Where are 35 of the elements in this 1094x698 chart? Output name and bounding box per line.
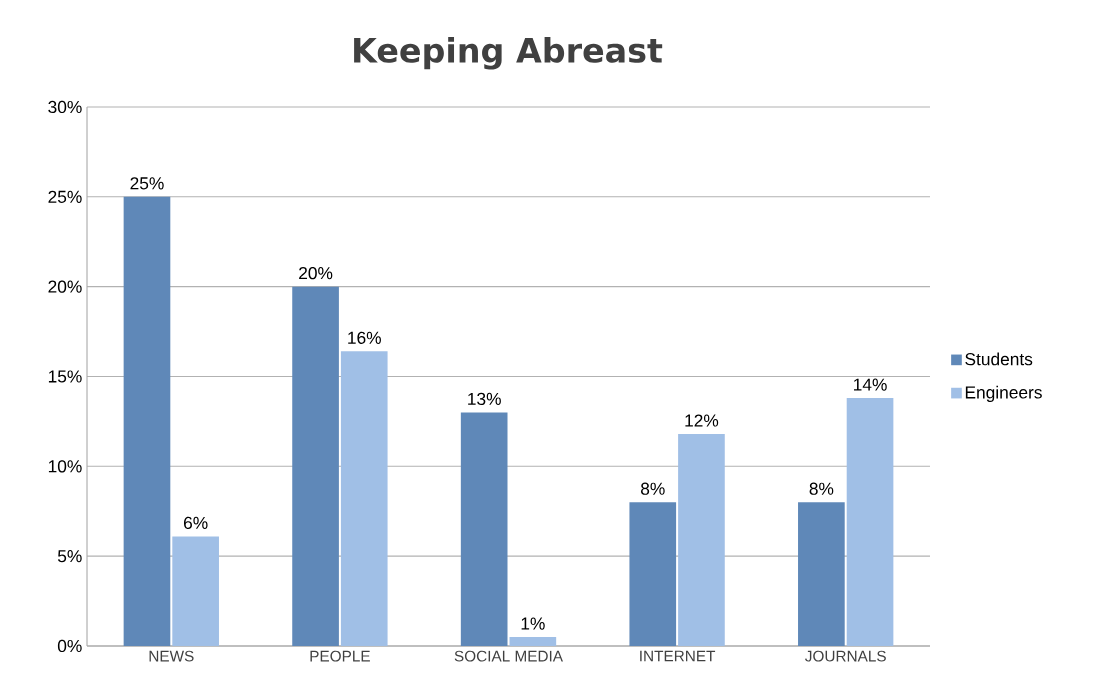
data-label: 14% [854, 378, 887, 391]
y-tick-label: 25% [48, 190, 82, 203]
data-label: 6% [183, 516, 208, 530]
x-tick-label: NEWS [149, 650, 194, 662]
bar [846, 398, 894, 646]
bar [460, 412, 508, 646]
y-tick-label: 20% [48, 280, 82, 293]
bar [509, 637, 557, 646]
data-label: 16% [348, 331, 381, 344]
chart-title: Keeping Abreast [354, 37, 663, 70]
x-tick-label: SOCIAL MEDIA [454, 650, 563, 662]
x-tick-label: PEOPLE [310, 650, 370, 662]
data-label: 1% [521, 617, 545, 630]
bar [678, 433, 725, 646]
bar [340, 351, 388, 646]
bar [629, 502, 677, 646]
data-label: 20% [299, 267, 333, 280]
legend-label: Engineers [965, 385, 1042, 402]
data-label: 8% [809, 482, 834, 495]
data-label: 12% [685, 414, 719, 427]
bar [172, 536, 219, 646]
x-tick-label: INTERNET [640, 650, 716, 662]
y-tick-label: 15% [48, 370, 82, 383]
data-label: 25% [130, 177, 164, 190]
y-tick-label: 5% [57, 550, 82, 563]
data-label: 13% [468, 392, 501, 406]
y-tick-label: 10% [48, 460, 82, 473]
data-label: 8% [641, 482, 665, 495]
x-tick-label: JOURNALS [805, 650, 886, 662]
bar [292, 286, 339, 646]
bar [123, 196, 171, 646]
y-tick-label: 0% [57, 639, 82, 653]
legend-label: Students [965, 352, 1033, 366]
bar [798, 502, 845, 646]
y-tick-label: 30% [48, 100, 82, 114]
